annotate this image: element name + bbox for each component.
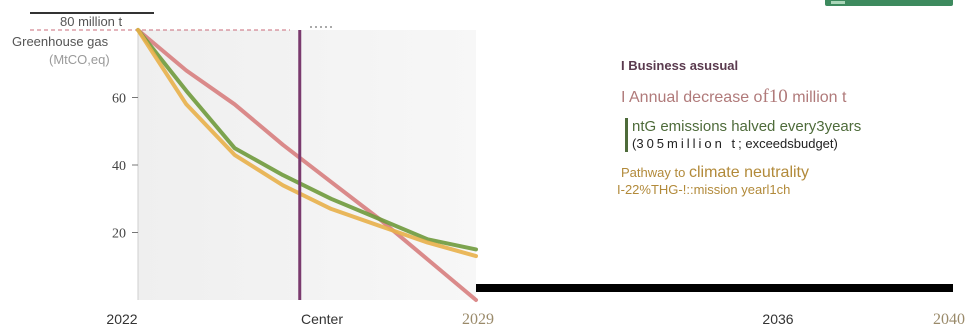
x-tick-label: Center	[301, 311, 343, 327]
legend-item-3-sub-spaced: 305million t	[636, 136, 739, 151]
legend-item-4-small: Pathway	[621, 165, 671, 180]
legend-item-2-text: I Annual decrease o	[621, 89, 763, 106]
y-axis-unit: (MtCO,eq)	[49, 52, 110, 67]
publisher-logo	[825, 0, 953, 6]
header-underline	[30, 12, 154, 14]
legend-item-3-sub-rest: ; exceedsbudget)	[738, 136, 838, 151]
series-layer	[136, 28, 478, 302]
x-tick-label: 2040	[933, 311, 965, 327]
y-axis-ticks: 20 40 60	[112, 92, 138, 242]
legend-item-business-as-usual: I Business asusual	[621, 58, 738, 73]
x-tick-label: 2029	[462, 311, 494, 327]
x-axis-extension-bar	[476, 284, 953, 292]
y-axis-title: Greenhouse gas	[12, 34, 109, 49]
legend-item-annual-decrease: I Annual decrease of10 million t	[621, 86, 846, 108]
legend-item-3-text: ntG emissions halved every3years	[632, 118, 862, 135]
legend-item-2-serif: f10	[762, 86, 788, 107]
legend-item-2-rest: million t	[792, 89, 847, 106]
y-tick-label: 20	[112, 227, 126, 242]
legend-item-1-rest: asusual	[689, 58, 739, 73]
y-tick-label: 60	[112, 92, 126, 107]
legend-item-1-prefix: I	[621, 58, 625, 73]
legend-item-halved-every-3-years: ntG emissions halved every3years (305mil…	[625, 118, 861, 152]
series-line-1	[136, 28, 478, 302]
legend-item-4-big: climate neutrality	[688, 164, 809, 181]
series-line-2	[136, 28, 478, 252]
y-axis-top-label: 80 million t	[60, 14, 123, 29]
legend-item-3-sub-open: (	[632, 136, 637, 151]
x-axis-tick-labels: 2022 Center 2029 2036 2040	[106, 311, 965, 327]
series-line-3	[136, 28, 478, 259]
legend-item-1-strong: Business	[628, 58, 687, 73]
x-tick-label: 2022	[106, 311, 137, 327]
legend-item-4-line2: I-22%THG-!::mission yearl1ch	[617, 182, 791, 197]
x-tick-label: 2036	[762, 311, 793, 327]
legend-item-climate-neutrality: Pathway to climate neutrality I-22%THG-!…	[617, 164, 809, 197]
legend-item-4-mid: to	[670, 165, 689, 180]
y-tick-label: 40	[112, 159, 126, 174]
legend-item-3-sub: (305million t; exceedsbudget)	[632, 136, 838, 151]
